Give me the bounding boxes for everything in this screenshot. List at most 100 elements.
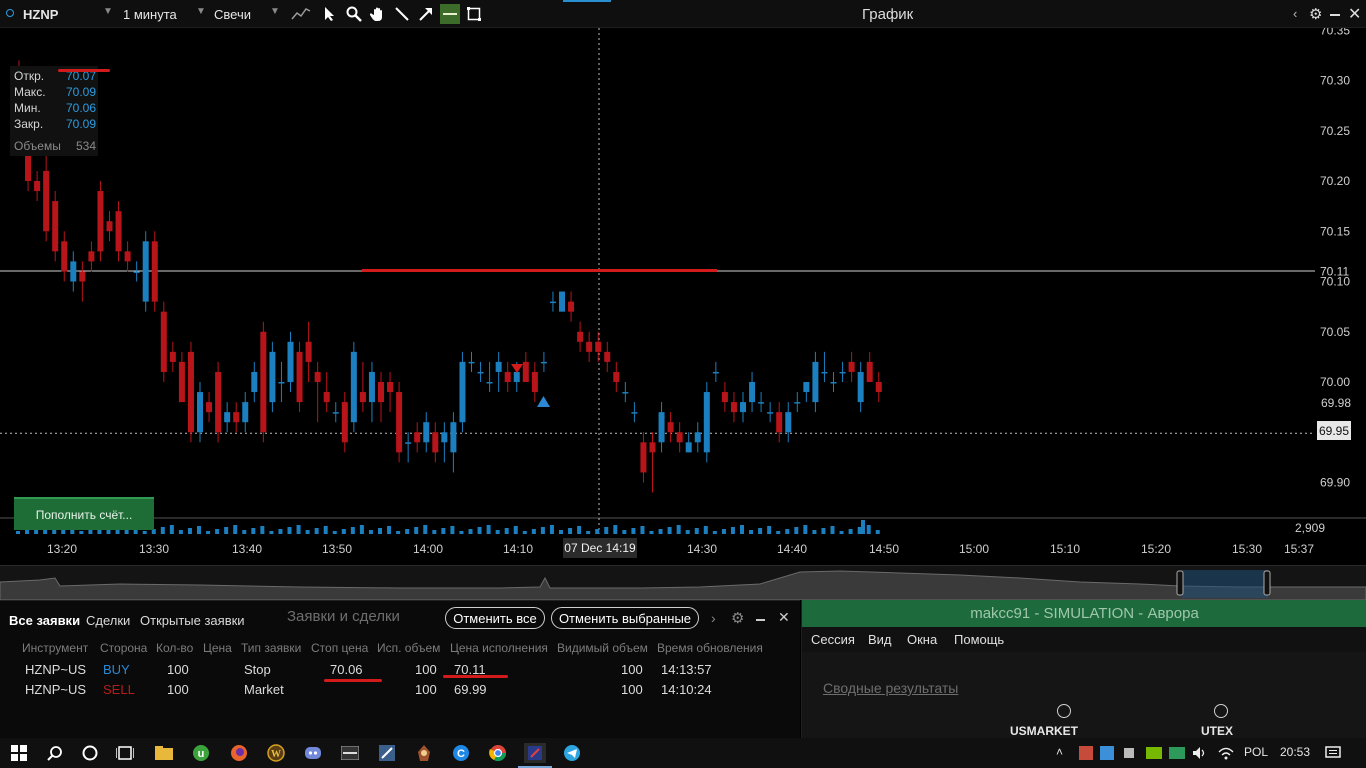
col-price[interactable]: Цена (203, 641, 232, 655)
buy-marker (537, 396, 550, 407)
col-updated[interactable]: Время обновления (657, 641, 763, 655)
candlestick-plot[interactable]: 70.35 70.30 70.25 70.20 70.15 70.10 70.05 70.00… (0, 28, 1366, 565)
volume-bar (531, 529, 536, 534)
cortana-icon[interactable] (79, 743, 101, 763)
candle-body (721, 392, 728, 403)
chevron-left-icon[interactable]: ‹ (1293, 6, 1298, 21)
volume-icon[interactable] (1189, 743, 1211, 763)
volume-bar (242, 530, 247, 534)
chevron-right-icon[interactable]: › (711, 610, 716, 626)
wow-icon[interactable]: W (265, 743, 287, 763)
col-instrument[interactable]: Инструмент (22, 641, 89, 655)
col-qty[interactable]: Кол-во (156, 641, 194, 655)
candle-body (477, 371, 484, 374)
close-icon[interactable]: ✕ (778, 609, 790, 625)
chart-type-selector[interactable]: Свечи (214, 7, 251, 22)
utorrent-icon[interactable]: u (190, 743, 212, 763)
chevron-up-icon[interactable]: ˄ (1056, 745, 1064, 759)
gear-icon[interactable]: ⚙ (731, 610, 745, 627)
firefox-icon[interactable] (228, 743, 250, 763)
col-filled[interactable]: Исп. объем (377, 641, 441, 655)
menu-windows[interactable]: Окна (907, 632, 938, 647)
col-exec-price[interactable]: Цена исполнения (450, 641, 548, 655)
network-icon[interactable] (1215, 743, 1237, 763)
discord-icon[interactable] (302, 743, 324, 763)
tray-icon[interactable] (1118, 743, 1140, 763)
task-view-icon[interactable] (114, 743, 136, 763)
col-side[interactable]: Сторона (100, 641, 148, 655)
arrow-icon[interactable] (416, 4, 436, 24)
col-order-type[interactable]: Тип заявки (241, 641, 302, 655)
volume-bar (187, 528, 192, 534)
gear-icon[interactable]: ⚙ (1309, 6, 1323, 23)
tab-trades[interactable]: Сделки (86, 613, 131, 628)
market-usmarket[interactable]: USMARKET (1010, 724, 1078, 738)
minimize-icon[interactable] (1330, 14, 1340, 16)
col-stop-price[interactable]: Стоп цена (311, 641, 369, 655)
trading-terminal-icon[interactable] (524, 743, 546, 763)
price-chart[interactable]: 70.35 70.30 70.25 70.20 70.15 70.10 70.05 70.00… (0, 28, 1366, 565)
symbol-selector[interactable]: HZNP (23, 7, 59, 22)
chevron-down-icon[interactable]: ▼ (270, 6, 280, 17)
volume-label: Объемы (14, 139, 61, 153)
price-tick-label: 70.10 (1320, 275, 1350, 289)
chrome-icon[interactable] (487, 743, 509, 763)
price-tick-label: 69.90 (1320, 476, 1350, 490)
row2-instrument[interactable]: HZNP~US (25, 682, 87, 697)
row2-visible: 100 (621, 682, 643, 697)
time-tick-label: 14:10 (503, 542, 533, 556)
file-explorer-icon[interactable] (153, 743, 175, 763)
menu-help[interactable]: Помощь (954, 632, 1005, 647)
horizontal-line-icon[interactable] (440, 4, 460, 24)
minimize-icon[interactable] (756, 619, 765, 621)
volume-bar (595, 529, 600, 534)
chevron-down-icon[interactable]: ▼ (103, 6, 113, 17)
tray-icon[interactable] (1096, 743, 1118, 763)
telegram-icon[interactable] (561, 743, 583, 763)
game-icon[interactable] (413, 743, 435, 763)
zoom-icon[interactable] (344, 4, 364, 24)
notifications-icon[interactable] (1322, 743, 1344, 763)
deposit-button[interactable]: Пополнить счёт... (14, 497, 154, 530)
annotation-underline (443, 675, 508, 678)
search-icon[interactable] (44, 743, 66, 763)
close-icon[interactable]: ✕ (1348, 6, 1362, 23)
row2-type: Market (244, 682, 284, 697)
rectangle-icon[interactable] (464, 4, 484, 24)
high-value: 70.09 (66, 85, 97, 99)
navigator-plot[interactable] (0, 566, 1366, 600)
svg-text:C: C (457, 748, 465, 760)
ccleaner-icon[interactable]: C (450, 743, 472, 763)
row1-stop-price: 70.06 (330, 662, 363, 677)
tab-all-orders[interactable]: Все заявки (9, 613, 81, 628)
interval-selector[interactable]: 1 минута (123, 7, 177, 22)
nvidia-icon[interactable] (1143, 743, 1165, 763)
summary-results-link[interactable]: Сводные результаты (823, 680, 959, 696)
row1-instrument[interactable]: HZNP~US (25, 662, 87, 677)
cursor-icon[interactable] (320, 4, 340, 24)
app-icon[interactable] (339, 743, 361, 763)
language-indicator[interactable]: POL (1244, 745, 1269, 759)
line-icon[interactable] (392, 4, 412, 24)
menu-session[interactable]: Сессия (811, 632, 855, 647)
candle-body (568, 301, 575, 312)
tab-open-orders[interactable]: Открытые заявки (140, 613, 245, 628)
annotation-underline (324, 679, 382, 682)
chevron-down-icon[interactable]: ▼ (196, 6, 206, 17)
cancel-selected-button[interactable]: Отменить выбранные (551, 607, 699, 629)
chart-navigator[interactable] (0, 565, 1366, 600)
row1-time: 14:13:57 (661, 662, 712, 677)
market-utex[interactable]: UTEX (1201, 724, 1234, 738)
menu-view[interactable]: Вид (868, 632, 892, 647)
price-tick-label: 70.35 (1320, 28, 1350, 37)
hand-icon[interactable] (368, 4, 388, 24)
volume-bar (667, 527, 672, 534)
app-icon[interactable] (376, 743, 398, 763)
clock[interactable]: 20:53 (1280, 745, 1311, 759)
col-visible[interactable]: Видимый объем (557, 641, 648, 655)
tray-icon[interactable] (1166, 743, 1188, 763)
windows-start-icon[interactable] (8, 743, 30, 763)
indicators-icon[interactable] (291, 4, 311, 24)
cancel-all-button[interactable]: Отменить все (445, 607, 545, 629)
tray-icon[interactable] (1075, 743, 1097, 763)
